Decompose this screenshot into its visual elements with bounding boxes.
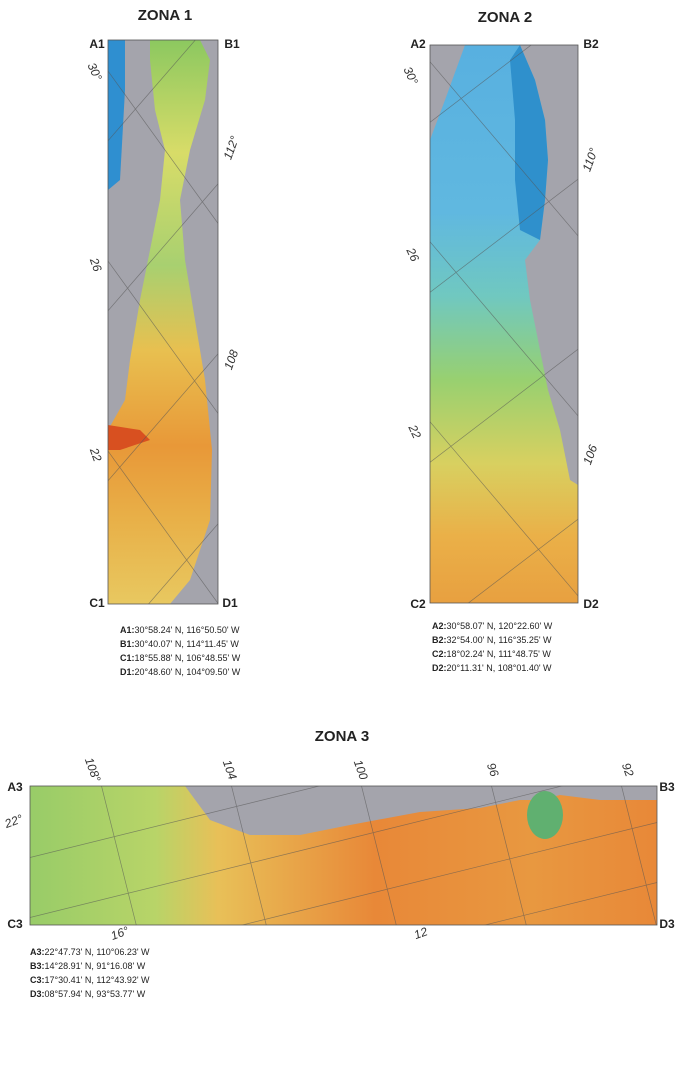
coordinate-point: D3: xyxy=(30,989,45,999)
corner-label: A2 xyxy=(410,37,426,51)
graticule-label: 104 xyxy=(220,758,240,782)
corner-label: B2 xyxy=(583,37,599,51)
coordinate-text: 20°11.31' N, 108°01.40' W xyxy=(447,663,553,673)
corner-label: C2 xyxy=(410,597,426,611)
coordinate-point: A1: xyxy=(120,625,135,635)
corner-label: A3 xyxy=(7,780,23,794)
graticule-label: 30° xyxy=(85,60,105,83)
graticule-label: 106 xyxy=(580,443,600,467)
map-zona-3 xyxy=(30,786,657,925)
coordinate-line: C3:17°30.41' N, 112°43.92' W xyxy=(30,975,150,985)
graticule-label: 108 xyxy=(221,348,241,372)
graticule-label: 22° xyxy=(2,811,25,831)
coordinate-text: 14°28.91' N, 91°16.08' W xyxy=(45,961,146,971)
coordinate-point: A3: xyxy=(30,947,45,957)
graticule-label: 92 xyxy=(619,761,637,779)
coordinate-text: 17°30.41' N, 112°43.92' W xyxy=(45,975,151,985)
coordinate-line: B3:14°28.91' N, 91°16.08' W xyxy=(30,961,146,971)
map-frame xyxy=(107,39,219,605)
coordinate-text: 18°02.24' N, 111°48.75' W xyxy=(447,649,552,659)
coordinate-line: C1:18°55.88' N, 106°48.55' W xyxy=(120,653,241,663)
coordinate-text: 22°47.73' N, 110°06.23' W xyxy=(45,947,151,957)
panel-title: ZONA 2 xyxy=(478,9,532,26)
coordinate-text: 30°58.24' N, 116°50.50' W xyxy=(135,625,241,635)
coordinate-text: 30°58.07' N, 120°22.60' W xyxy=(447,621,553,631)
map-zona-2 xyxy=(430,45,578,603)
graticule-label: 112° xyxy=(221,134,242,161)
panel-title: ZONA 3 xyxy=(315,728,369,745)
coordinate-point: D1: xyxy=(120,667,135,677)
corner-label: C1 xyxy=(89,596,105,610)
map-zona-1 xyxy=(108,40,218,604)
coordinate-point: B3: xyxy=(30,961,45,971)
coordinate-line: C2:18°02.24' N, 111°48.75' W xyxy=(432,649,551,659)
graticule-label: 22 xyxy=(87,445,105,464)
corner-label: B1 xyxy=(224,37,240,51)
map-frame xyxy=(29,785,658,926)
corner-label: A1 xyxy=(89,37,105,51)
coordinate-point: C2: xyxy=(432,649,447,659)
coordinate-point: D2: xyxy=(432,663,447,673)
graticule-label: 30° xyxy=(401,64,421,87)
corner-label: D2 xyxy=(583,597,599,611)
coordinate-line: D3:08°57.94' N, 93°53.77' W xyxy=(30,989,146,999)
graticule-label: 12 xyxy=(412,924,430,942)
coordinate-point: C3: xyxy=(30,975,45,985)
coordinate-line: B1:30°40.07' N, 114°11.45' W xyxy=(120,639,239,649)
coordinate-point: C1: xyxy=(120,653,135,663)
coordinate-line: A1:30°58.24' N, 116°50.50' W xyxy=(120,625,240,635)
coordinate-text: 32°54.00' N, 116°35.25' W xyxy=(447,635,553,645)
coordinate-line: D1:20°48.60' N, 104°09.50' W xyxy=(120,667,241,677)
corner-label: D1 xyxy=(222,596,238,610)
graticule-label: 22 xyxy=(405,422,424,441)
graticule-label: 110° xyxy=(580,146,601,173)
graticule-label: 108° xyxy=(82,756,104,784)
map-frame xyxy=(429,44,579,604)
coordinate-line: D2:20°11.31' N, 108°01.40' W xyxy=(432,663,552,673)
coordinate-line: A2:30°58.07' N, 120°22.60' W xyxy=(432,621,553,631)
coordinate-point: B1: xyxy=(120,639,135,649)
coordinate-text: 08°57.94' N, 93°53.77' W xyxy=(45,989,146,999)
coordinate-line: B2:32°54.00' N, 116°35.25' W xyxy=(432,635,552,645)
graticule-label: 16° xyxy=(109,923,131,942)
graticule-label: 96 xyxy=(484,761,502,779)
coordinate-text: 20°48.60' N, 104°09.50' W xyxy=(135,667,241,677)
coordinate-text: 18°55.88' N, 106°48.55' W xyxy=(135,653,241,663)
coordinate-line: A3:22°47.73' N, 110°06.23' W xyxy=(30,947,150,957)
corner-label: D3 xyxy=(659,917,675,931)
coordinate-text: 30°40.07' N, 114°11.45' W xyxy=(135,639,240,649)
graticule-label: 100 xyxy=(351,758,371,782)
corner-label: C3 xyxy=(7,917,23,931)
corner-label: B3 xyxy=(659,780,675,794)
graticule-label: 26 xyxy=(87,255,105,274)
coordinate-point: B2: xyxy=(432,635,447,645)
panel-title: ZONA 1 xyxy=(138,7,192,24)
graticule-label: 26 xyxy=(403,245,422,264)
coordinate-point: A2: xyxy=(432,621,447,631)
